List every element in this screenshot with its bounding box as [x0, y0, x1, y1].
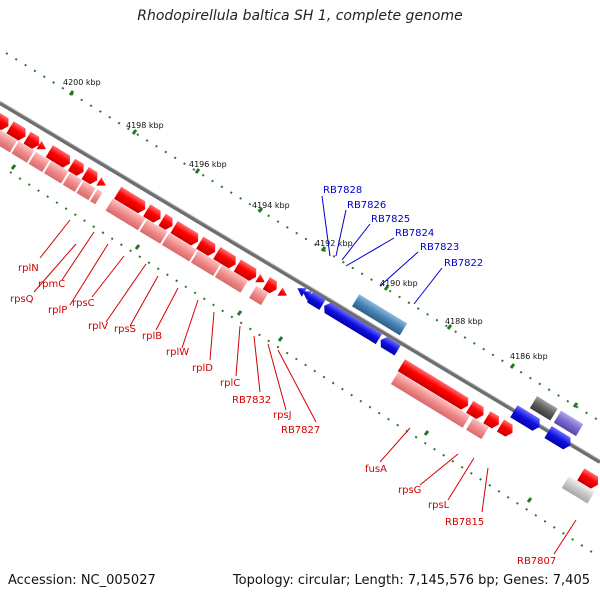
accession-text: Accession: NC_005027 [8, 573, 156, 588]
gene-label: fusA [365, 464, 387, 475]
kbp-label: 4192 kbp [315, 239, 353, 248]
kbp-label: 4186 kbp [510, 352, 548, 361]
gene-label: RB7824 [395, 228, 434, 239]
gene-label: rpsJ [273, 410, 292, 421]
gene-label: rplB [142, 331, 162, 342]
gene-label: rpmC [38, 279, 65, 290]
gene-arrow [0, 130, 489, 440]
gene-label: rplV [88, 321, 108, 332]
kbp-label: 4196 kbp [189, 160, 227, 169]
blue-genes [297, 288, 408, 356]
gene-label: rpsG [398, 485, 421, 496]
gene-label: RB7807 [517, 556, 556, 567]
kbp-label: 4194 kbp [252, 201, 290, 210]
gene-label: RB7815 [445, 517, 484, 528]
gene-label: rplC [220, 378, 240, 389]
red-gene-labels: rplN rpmC rpsQ rplP rpsC rplV rpsS rplB … [10, 263, 556, 567]
ruler-ticks [10, 90, 579, 503]
gene-label: rplP [48, 305, 67, 316]
kbp-label: 4198 kbp [126, 121, 164, 130]
gene-label: RB7826 [347, 200, 386, 211]
blue-label-pointers [321, 195, 443, 305]
gene-label: rplN [18, 263, 39, 274]
gene-label: RB7825 [371, 214, 410, 225]
ruler-track [5, 52, 599, 421]
gene-arrow-steel [352, 294, 408, 336]
topology-text: Topology: circular; Length: 7,145,576 bp… [232, 573, 590, 588]
genome-backbone [0, 101, 600, 464]
gene-label: rpsC [72, 298, 95, 309]
gene-label: RB7832 [232, 395, 271, 406]
gene-label: RB7822 [444, 258, 483, 269]
map-title: Rhodopirellula baltica SH 1, complete ge… [137, 8, 463, 24]
gene-label: RB7823 [420, 242, 459, 253]
red-label-pointers [33, 219, 577, 555]
gene-label: RB7827 [281, 425, 320, 436]
inner-dotted-track [9, 171, 599, 557]
reverse-genes [0, 130, 595, 504]
gene-arrow [0, 110, 599, 489]
genome-backbone-highlight [0, 100, 600, 461]
kbp-label: 4188 kbp [445, 317, 483, 326]
blue-gene-labels: RB7828 RB7826 RB7825 RB7824 RB7823 RB782… [323, 185, 483, 269]
gene-label: rplW [166, 347, 189, 358]
right-cluster [510, 396, 584, 450]
kbp-label: 4190 kbp [380, 279, 418, 288]
gene-arrow-grey [561, 475, 595, 504]
gene-label: rpsQ [10, 294, 34, 305]
gene-label: rpsL [428, 500, 450, 511]
gene-label: RB7828 [323, 185, 362, 196]
gene-label: rpsS [114, 324, 136, 335]
forward-genes [0, 110, 599, 489]
gene-label: rplD [192, 363, 213, 374]
kbp-label: 4200 kbp [63, 78, 101, 87]
